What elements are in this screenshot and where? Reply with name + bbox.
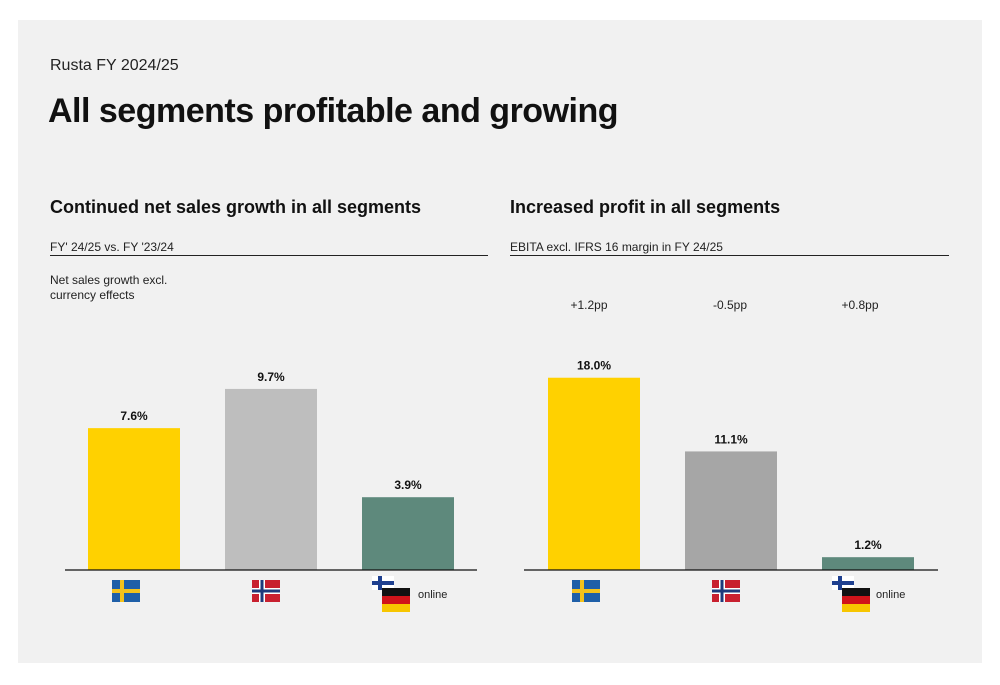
online-label-right: online <box>876 589 906 601</box>
ebita-margin-value-label-3: 1.2% <box>854 538 882 552</box>
left-subtitle-rule <box>50 255 488 256</box>
sales-growth-bar-3 <box>362 497 454 570</box>
norway-flag-icon <box>252 580 280 602</box>
finland-germany-online-flags-icon <box>372 576 412 612</box>
sweden-margin-change: +1.2pp <box>570 298 608 312</box>
sales-growth-bar-2 <box>225 388 317 570</box>
sales-growth-value-label-1: 7.6% <box>120 409 148 423</box>
sales-growth-bar-1 <box>88 428 180 570</box>
other-margin-change: +0.8pp <box>841 298 879 312</box>
norway-flag-icon <box>712 580 740 602</box>
finland-germany-online-flags-icon <box>832 576 872 612</box>
left-panel-subtitle: FY' 24/25 vs. FY '23/24 <box>50 240 174 254</box>
ebita-margin-value-label-2: 11.1% <box>714 432 748 446</box>
norway-margin-change: -0.5pp <box>712 298 748 312</box>
left-panel-title: Continued net sales growth in all segmen… <box>50 197 422 217</box>
ebita-margin-bar-3 <box>822 557 914 570</box>
sweden-flag-icon <box>112 580 140 602</box>
ebita-margin-bar-1 <box>548 377 640 570</box>
right-panel-title: Increased profit in all segments <box>510 197 781 217</box>
left-panel-note: Net sales growth excl. currency effects <box>50 273 168 302</box>
slide-title: All segments profitable and growing <box>48 92 619 130</box>
right-panel-subtitle: EBITA excl. IFRS 16 margin in FY 24/25 <box>510 240 723 254</box>
ebita-margin-chart: 18.0% 11.1% 1.2% <box>524 359 938 571</box>
sales-growth-value-label-2: 9.7% <box>257 370 285 384</box>
right-subtitle-rule <box>510 255 949 256</box>
ebita-margin-bar-2 <box>685 451 777 570</box>
net-sales-growth-chart: 7.6% 9.7% 3.9% <box>65 370 477 571</box>
sweden-flag-icon <box>572 580 600 602</box>
sales-growth-value-label-3: 3.9% <box>394 478 422 492</box>
slide-supertitle: Rusta FY 2024/25 <box>50 57 179 74</box>
online-label-left: online <box>418 589 448 601</box>
slide-background: Rusta FY 2024/25 All segments profitable… <box>18 20 982 663</box>
ebita-margin-value-label-1: 18.0% <box>577 359 611 373</box>
